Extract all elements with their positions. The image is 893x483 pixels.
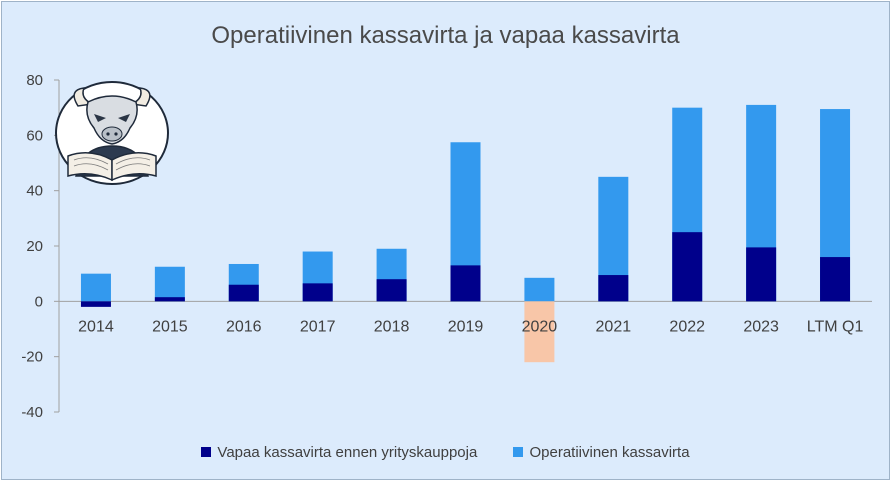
x-tick-label: 2016 — [226, 318, 262, 335]
y-tick-label: 80 — [26, 72, 43, 89]
y-tick-label: 60 — [26, 127, 43, 144]
x-tick-label: 2017 — [300, 318, 336, 335]
x-tick-label: 2023 — [743, 318, 779, 335]
bar-free-cash-flow-ltm-q1 — [820, 257, 851, 302]
y-tick-label: 20 — [26, 238, 43, 255]
bar-free-cash-flow-2021 — [598, 275, 629, 302]
bar-free-cash-flow-2014 — [80, 301, 111, 307]
x-tick-label: 2018 — [374, 318, 410, 335]
bar-operating-cash-flow-2014 — [80, 273, 111, 302]
bar-free-cash-flow-2023 — [746, 247, 777, 302]
legend-label-operating-cash-flow: Operatiivinen kassavirta — [529, 444, 690, 461]
legend-swatch-operating-cash-flow — [513, 447, 524, 457]
y-tick-label: -40 — [21, 404, 43, 421]
legend-label-free-cash-flow: Vapaa kassavirta ennen yrityskauppoja — [217, 444, 478, 461]
x-tick-label: 2020 — [522, 318, 558, 335]
legend: Vapaa kassavirta ennen yrityskauppoja Op… — [2, 444, 889, 461]
legend-swatch-free-cash-flow — [201, 447, 212, 457]
x-axis-labels: 2014 2015 2016 2017 2018 2019 2020 2021 2022 2023… — [78, 318, 863, 335]
x-tick-label: 2022 — [669, 318, 705, 335]
bar-free-cash-flow-2022 — [672, 232, 703, 302]
x-tick-label: LTM Q1 — [807, 318, 864, 335]
legend-item-free-cash-flow: Vapaa kassavirta ennen yrityskauppoja — [201, 444, 477, 461]
x-tick-label: 2019 — [448, 318, 484, 335]
bar-free-cash-flow-2019 — [450, 265, 481, 302]
bar-operating-cash-flow-2015 — [154, 266, 185, 302]
legend-item-operating-cash-flow: Operatiivinen kassavirta — [513, 444, 690, 461]
bull-reading-book-logo — [55, 81, 169, 185]
x-tick-label: 2015 — [152, 318, 188, 335]
bar-free-cash-flow-2017 — [302, 283, 333, 302]
y-tick-label: 0 — [35, 293, 43, 310]
x-tick-label: 2021 — [596, 318, 632, 335]
bar-operating-cash-flow-2020 — [524, 277, 555, 302]
bars-group — [80, 104, 851, 363]
chart-title: Operatiivinen kassavirta ja vapaa kassav… — [211, 22, 680, 49]
x-tick-label: 2014 — [78, 318, 114, 335]
bar-free-cash-flow-2015 — [154, 297, 185, 302]
y-tick-label: 40 — [26, 183, 43, 200]
bar-free-cash-flow-2018 — [376, 279, 407, 302]
bar-free-cash-flow-2020 — [524, 301, 555, 363]
y-tick-label: -20 — [21, 349, 43, 366]
bar-free-cash-flow-2016 — [228, 284, 259, 302]
